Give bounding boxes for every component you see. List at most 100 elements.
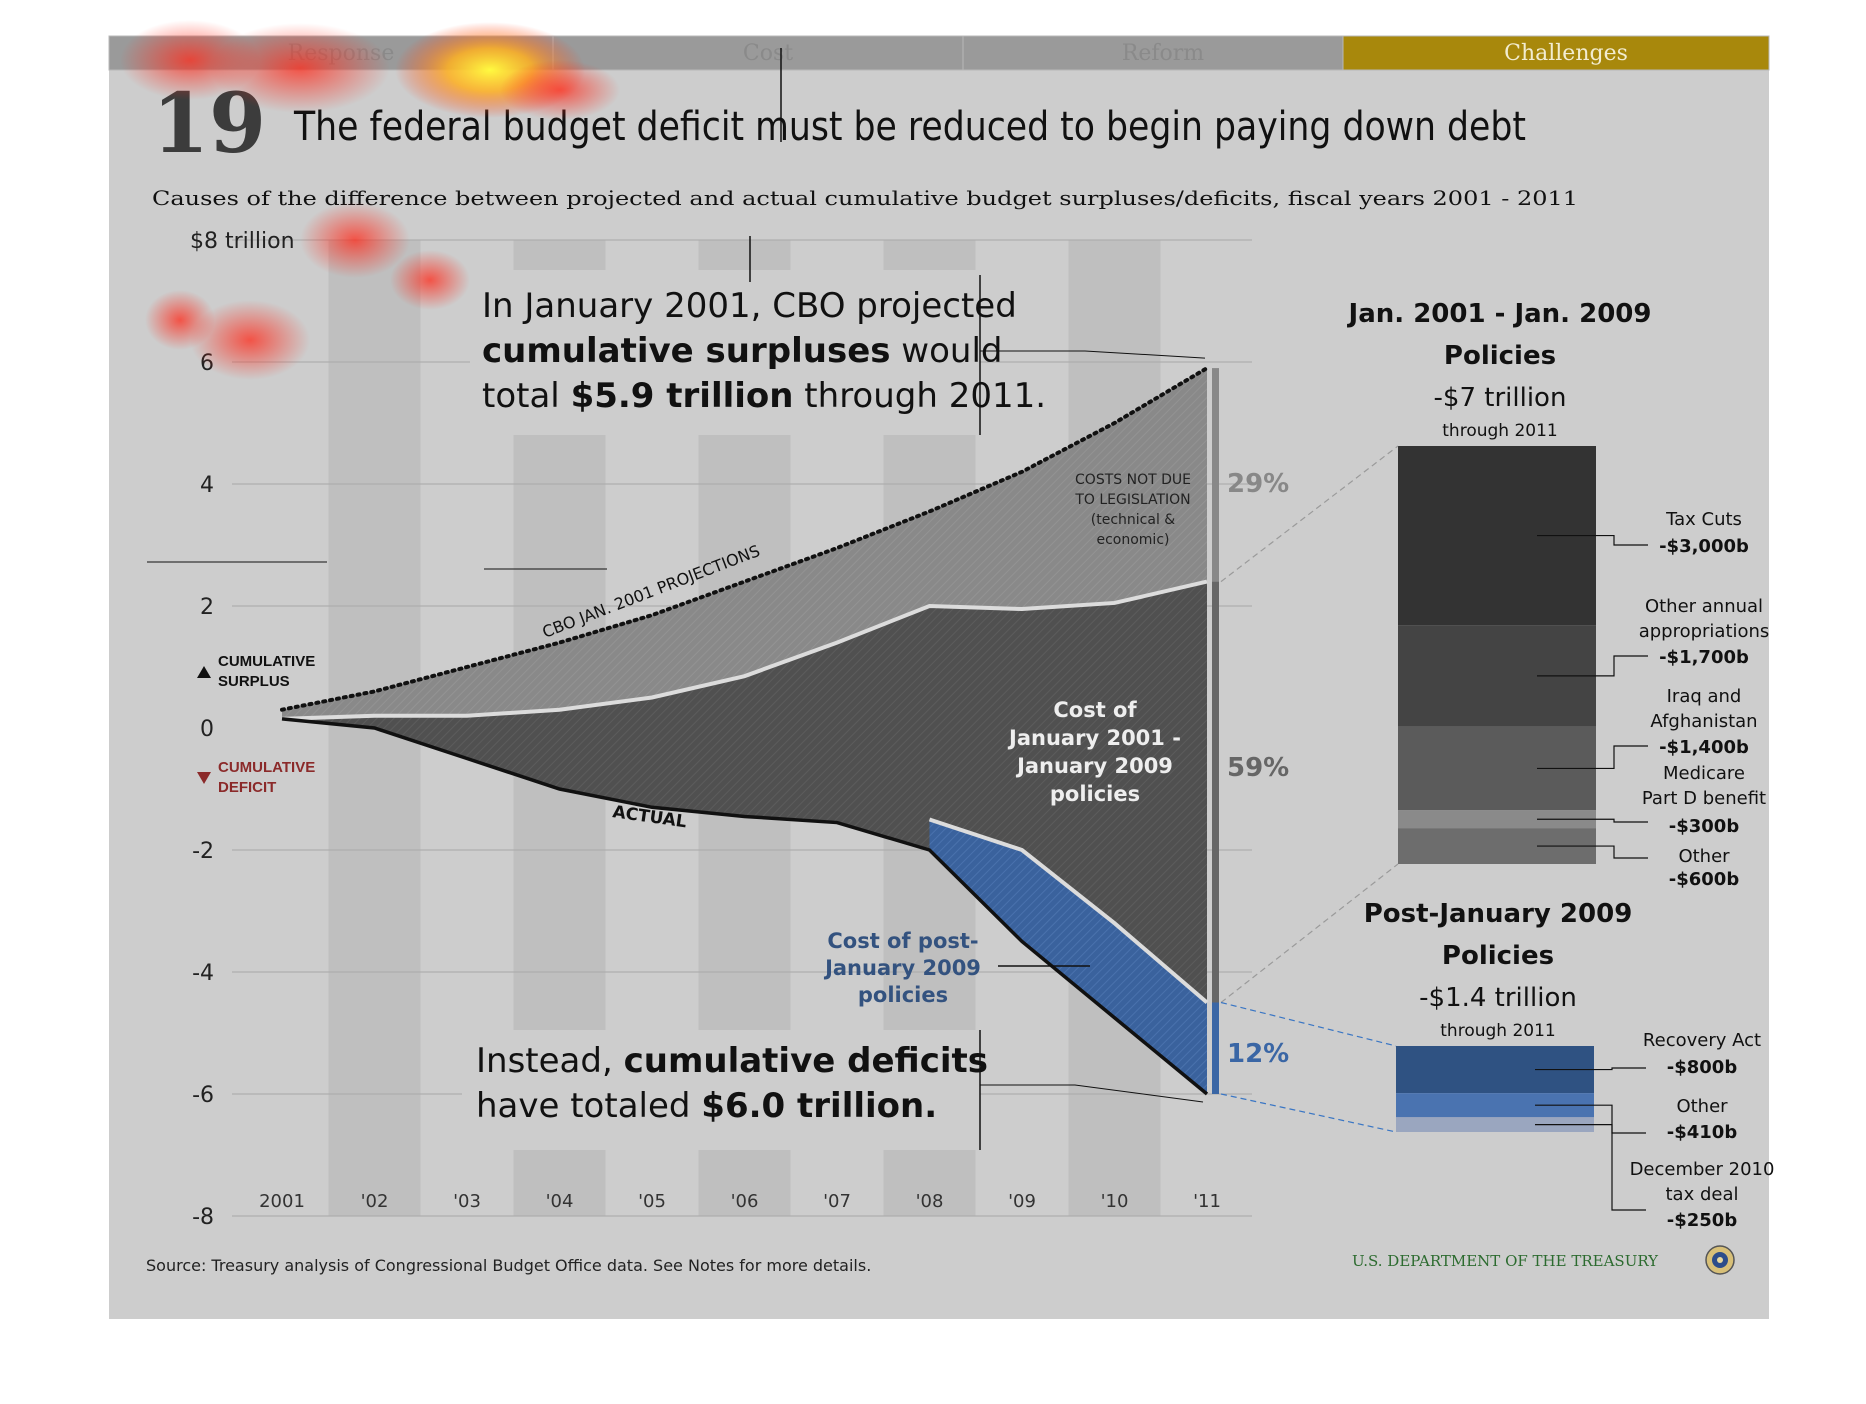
nav-tab-label: Cost <box>743 41 793 66</box>
breakdown-item-value: -$410b <box>1667 1122 1738 1143</box>
line-actual <box>281 717 1209 1096</box>
breakdown-item-value: -$250b <box>1667 1210 1738 1231</box>
breakdown-item-value: -$800b <box>1667 1057 1738 1078</box>
percentage-bar <box>1212 581 1219 1003</box>
costs-not-due-label: economic) <box>1096 532 1169 548</box>
breakdown-item-name: Tax Cuts <box>1665 509 1742 530</box>
deficit-label: CUMULATIVE <box>218 759 315 776</box>
percentage-bar <box>1212 368 1219 582</box>
x-tick-label: '10 <box>1101 1191 1129 1212</box>
x-tick-label: '07 <box>823 1191 851 1212</box>
y-axis: $8 trillion6420-2-4-6-8 <box>190 229 295 1230</box>
breakdown-item-name: tax deal <box>1666 1184 1739 1205</box>
costs-not-due-label: TO LEGISLATION <box>1074 492 1190 508</box>
breakdown-item-value: -$3,000b <box>1659 536 1749 557</box>
costs-not-due-label: (technical & <box>1091 512 1176 528</box>
breakdown-leader <box>1537 818 1648 823</box>
callout-bottom-bg <box>462 1030 980 1150</box>
callout-bottom-line: Instead, cumulative deficits <box>476 1041 988 1081</box>
breakdown-leader <box>1535 1067 1646 1071</box>
x-tick-label: 2001 <box>259 1191 305 1212</box>
breakdown-segment <box>1396 1117 1594 1132</box>
breakdown-connector <box>1220 445 1399 583</box>
line-policy-boundary-upper <box>281 579 1208 721</box>
callout-bottom-text: Instead, <box>476 1041 624 1081</box>
breakdown-total: -$1.4 trillion <box>1419 983 1577 1013</box>
treasury-seal-icon <box>1705 1245 1735 1275</box>
x-tick-label: '11 <box>1193 1191 1221 1212</box>
breakdown-item-value: -$300b <box>1669 816 1740 837</box>
percentage-bars: 29% 59% 12% <box>1212 368 1289 1094</box>
callout-top-text: through 2011. <box>794 376 1047 416</box>
source-note: Source: Treasury analysis of Congression… <box>146 1256 871 1275</box>
percentage-label: 29% <box>1227 469 1289 499</box>
breakdown-leader <box>1537 534 1648 546</box>
y-tick-label: $8 trillion <box>190 229 295 254</box>
callout-bottom-leader <box>980 1084 1204 1103</box>
y-tick-label: -4 <box>192 961 214 986</box>
breakdown-item-name: Other <box>1678 846 1730 867</box>
series-lines <box>280 366 1209 1096</box>
deficit-triangle-icon <box>197 772 211 784</box>
callout-top-text: total <box>482 376 571 416</box>
surplus-label: CUMULATIVE <box>218 653 315 670</box>
area-costs-not-due-to-legislation <box>282 368 1207 719</box>
cost-2001-2009-label: policies <box>1050 782 1140 806</box>
breakdown-item-name: December 2010 <box>1630 1159 1775 1180</box>
cost-2001-2009-label: January 2009 <box>1015 754 1173 778</box>
breakdown-leader <box>1537 745 1648 770</box>
line-cbo-projection <box>280 366 1209 712</box>
area-cost-2001-2009-policies <box>282 581 1207 1003</box>
nav-tab-label: Reform <box>1122 41 1204 66</box>
x-tick-label: '02 <box>361 1191 389 1212</box>
breakdown-total: -$7 trillion <box>1434 383 1567 413</box>
cost-post-2009-label: policies <box>858 983 948 1007</box>
y-tick-label: 2 <box>200 595 214 620</box>
treasury-name: U.S. DEPARTMENT OF THE TREASURY <box>1352 1252 1659 1270</box>
callout-top-leader <box>980 350 1206 359</box>
chart-annotations: CBO JAN. 2001 PROJECTIONSACTUALCUMULATIV… <box>147 48 1206 1150</box>
breakdown-item-name: appropriations <box>1639 621 1770 642</box>
nav-tab-challenges <box>1342 35 1770 71</box>
cost-2001-2009-label: Cost of <box>1053 698 1137 722</box>
cost-post-2009-label: January 2009 <box>823 956 981 980</box>
y-tick-label: 0 <box>200 717 214 742</box>
breakdown-item-name: Iraq and <box>1667 686 1742 707</box>
breakdown-through: through 2011 <box>1440 1021 1555 1041</box>
nav-tab-label: Challenges <box>1504 41 1628 66</box>
breakdown-item-value: -$1,700b <box>1659 647 1749 668</box>
percentage-label: 59% <box>1227 753 1289 783</box>
area-cost-post-2009-policies <box>929 819 1207 1094</box>
x-tick-label: '09 <box>1008 1191 1036 1212</box>
breakdown-title: Jan. 2001 - Jan. 2009 <box>1347 299 1652 329</box>
breakdown-leader <box>1537 655 1648 677</box>
callout-top-bold: $5.9 trillion <box>571 376 794 416</box>
surplus-triangle-icon <box>197 666 211 678</box>
y-tick-label: 4 <box>200 473 214 498</box>
breakdown-leader <box>1535 1104 1646 1134</box>
costs-not-due-label: COSTS NOT DUE <box>1075 472 1191 488</box>
policy-breakdown: Jan. 2001 - Jan. 2009 Policies -$7 trillio… <box>1220 299 1775 1231</box>
callout-bottom-bold: cumulative deficits <box>624 1041 988 1081</box>
breakdown-item-name: Recovery Act <box>1643 1030 1761 1051</box>
callout-top-line: total $5.9 trillion through 2011. <box>482 376 1046 416</box>
breakdown-item-name: Other annual <box>1645 596 1763 617</box>
breakdown-connector <box>1220 1001 1397 1047</box>
chart-subtitle: Causes of the difference between project… <box>152 186 1578 210</box>
y-tick-label: -8 <box>192 1205 214 1230</box>
y-tick-label: -6 <box>192 1083 214 1108</box>
x-tick-label: '05 <box>638 1191 666 1212</box>
breakdown-title: Policies <box>1442 941 1554 971</box>
breakdown-leader <box>1535 1124 1646 1211</box>
x-axis: 2001 '02 '03 '04 '05 '06 '07 '08 '09 '10 '11 <box>259 1191 1221 1212</box>
callout-top-line: cumulative surpluses would <box>482 331 1003 371</box>
breakdown-connector <box>1220 863 1399 1003</box>
x-tick-label: '04 <box>546 1191 574 1212</box>
breakdown-title: Post-January 2009 <box>1364 899 1633 929</box>
callout-top-bg <box>470 270 980 435</box>
breakdown-item-value: -$600b <box>1669 869 1740 890</box>
y-tick-label: -2 <box>192 839 214 864</box>
callout-top-line: In January 2001, CBO projected <box>482 286 1017 326</box>
callout-bottom-bold: $6.0 trillion. <box>701 1086 937 1126</box>
